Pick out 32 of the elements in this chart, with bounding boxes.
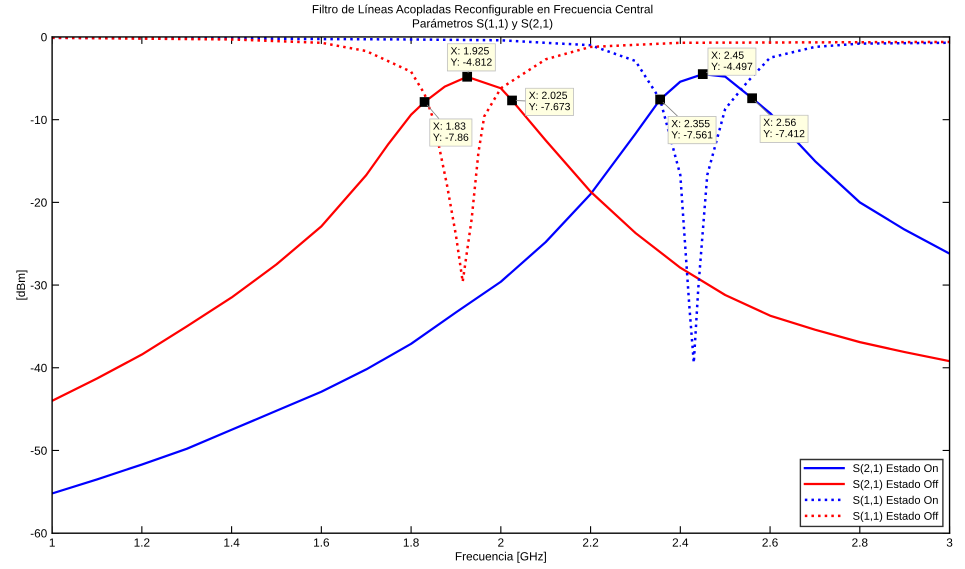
chart-subtitle: Parámetros S(1,1) y S(2,1) — [412, 18, 552, 30]
x-tick-label: 3 — [946, 538, 952, 547]
x-tick-label: 2.8 — [852, 538, 868, 547]
x-tick-label: 1.6 — [314, 538, 330, 547]
x-tick-label: 1.4 — [224, 538, 240, 547]
x-tick-label: 2.4 — [672, 538, 688, 547]
y-tick-label: -30 — [30, 281, 47, 290]
legend-label: S(2,1) Estado Off — [853, 480, 938, 490]
x-axis-title: Frecuencia [GHz] — [456, 552, 546, 563]
chart-title: Filtro de Líneas Acopladas Reconfigurable en Frecuencia Central — [312, 4, 652, 16]
annotation: X: 1.83 Y: -7.86 — [433, 122, 468, 141]
y-tick-label: -40 — [30, 364, 47, 372]
annotation: X: 2.355 Y: -7.561 — [671, 120, 712, 138]
annotation: X: 2.025 Y: -7.673 — [528, 92, 570, 110]
annotation: X: 2.56 Y: -7.412 — [763, 118, 804, 138]
annotation: X: 2.45 Y: -4.497 — [711, 51, 752, 70]
y-tick-label: -60 — [30, 529, 47, 538]
legend-label: S(1,1) Estado On — [853, 496, 938, 506]
y-tick-label: -50 — [30, 446, 47, 455]
annotation: X: 1.925 Y: -4.812 — [450, 47, 492, 66]
x-tick-label: 1.8 — [404, 538, 419, 547]
x-tick-label: 2.2 — [582, 538, 598, 547]
x-tick-label: 1.2 — [134, 538, 150, 547]
y-tick-label: -20 — [30, 198, 47, 207]
x-tick-label: 1 — [50, 538, 55, 547]
y-axis-title: [dBm] — [16, 270, 28, 300]
x-tick-label: 2.6 — [762, 538, 778, 547]
legend-label: S(2,1) Estado On — [853, 464, 938, 474]
y-tick-label: -10 — [30, 116, 47, 124]
y-tick-label: 0 — [41, 33, 47, 42]
legend-label: S(1,1) Estado Off — [853, 512, 938, 522]
x-tick-label: 2 — [498, 538, 504, 547]
